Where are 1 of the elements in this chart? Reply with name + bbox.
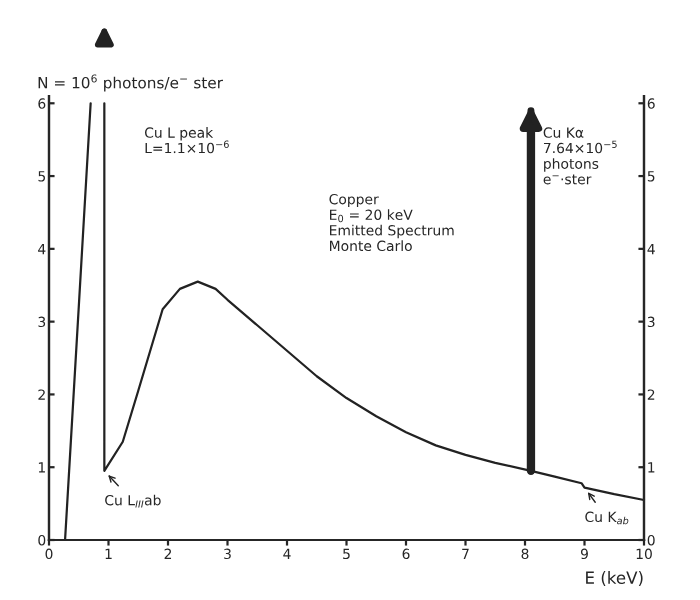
x-axis-title: E (keV) xyxy=(586,571,643,586)
